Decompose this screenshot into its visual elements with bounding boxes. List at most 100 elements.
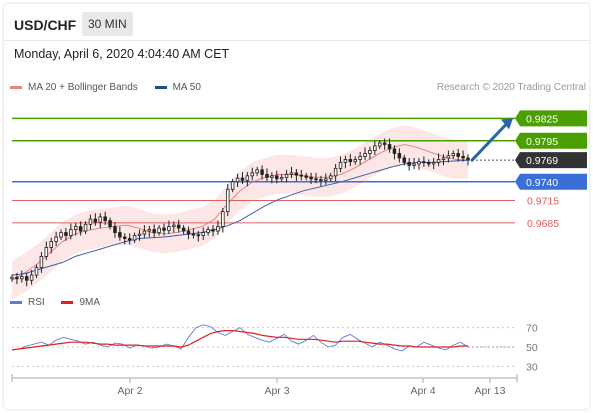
candle-body-up	[201, 232, 205, 236]
candle-body-up	[245, 175, 250, 181]
candle-body-down	[113, 226, 117, 233]
symbol-title: USD/CHF	[14, 17, 77, 33]
candle-body-down	[176, 224, 181, 229]
candle	[172, 221, 176, 233]
candle-body-down	[392, 148, 397, 154]
candle-body-down	[152, 229, 156, 233]
candle	[338, 156, 343, 173]
candle	[64, 228, 68, 241]
candle-body-down	[422, 161, 426, 164]
candle-body-down	[240, 177, 245, 181]
candle	[250, 167, 255, 181]
candle	[260, 165, 264, 180]
legend-label-ma20: MA 20 + Bollinger Bands	[28, 82, 138, 93]
candle	[196, 231, 201, 242]
candle-body-down	[211, 229, 215, 232]
candle	[230, 178, 235, 193]
candle-body-down	[191, 233, 196, 236]
candle	[69, 223, 73, 240]
candle	[275, 170, 279, 184]
candle	[39, 251, 44, 273]
candle-body-down	[127, 238, 132, 241]
rsi-series-9ma	[11, 330, 468, 351]
candle	[294, 169, 299, 182]
ma20-swatch	[10, 85, 22, 89]
candle-body-down	[456, 153, 460, 157]
candle-body-up	[221, 211, 225, 227]
x-axis-tick-label: Apr 3	[264, 385, 289, 397]
candle	[417, 157, 421, 170]
candle-body-up	[34, 267, 39, 276]
indicator-legend: MA 20 + Bollinger Bands MA 50	[10, 82, 215, 93]
level-tag-bg	[515, 110, 587, 127]
candle-body-up	[353, 159, 357, 163]
candle	[289, 166, 294, 179]
candle	[348, 154, 353, 167]
interval-badge[interactable]: 30 MIN	[82, 12, 133, 36]
candle-body-down	[162, 227, 166, 231]
candle	[328, 172, 333, 182]
legend-item-ma50: MA 50	[154, 82, 201, 93]
legend-item-9ma: 9MA	[61, 297, 100, 308]
candle-body-down	[387, 144, 392, 150]
candle	[118, 226, 122, 241]
candle-body-down	[402, 157, 407, 163]
candle-body-down	[186, 230, 191, 235]
candle-body-down	[265, 173, 269, 178]
candle-body-up	[431, 162, 436, 165]
candle	[309, 172, 313, 185]
candle-body-up	[54, 236, 58, 242]
candle	[162, 223, 166, 236]
candle	[427, 159, 431, 167]
candle-body-up	[230, 181, 235, 190]
candle	[24, 272, 29, 287]
candle-body-down	[397, 153, 402, 159]
level-tag-0.9740: 0.9740	[515, 173, 587, 190]
candle-body-up	[10, 276, 14, 280]
candle-body-down	[260, 169, 264, 175]
level-label-0.9795: 0.9795	[526, 136, 558, 148]
candle-body-up	[142, 230, 147, 235]
candle-body-down	[93, 218, 98, 223]
candle-body-up	[20, 276, 24, 280]
candle	[49, 237, 53, 254]
candle	[431, 157, 436, 170]
candle-body-up	[338, 162, 343, 169]
candle-body-up	[250, 172, 255, 177]
forecast-arrow-shaft	[470, 121, 509, 162]
candle-body-up	[59, 232, 63, 238]
candle	[304, 172, 308, 181]
candle	[333, 163, 338, 182]
candle	[108, 217, 112, 230]
candle	[123, 233, 127, 245]
candle-body-up	[343, 159, 348, 163]
candle-body-up	[83, 223, 88, 232]
candle	[284, 169, 289, 183]
x-axis-tick-label: Apr 4	[410, 385, 435, 397]
candle-body-down	[319, 179, 323, 181]
candle-body-up	[206, 229, 210, 233]
candle-body-up	[147, 229, 152, 232]
ma50-line	[11, 159, 469, 276]
legend-item-ma20: MA 20 + Bollinger Bands	[10, 82, 138, 93]
candle	[279, 174, 284, 182]
candle-body-up	[132, 235, 137, 241]
candle-body-down	[181, 227, 186, 232]
candle	[167, 220, 171, 235]
candle	[422, 156, 426, 167]
candle-body-up	[358, 156, 362, 160]
candle	[397, 148, 402, 163]
rsi-tick-label: 70	[526, 323, 538, 335]
candle-body-up	[417, 161, 421, 165]
candle	[324, 173, 328, 185]
candle-body-up	[216, 226, 220, 232]
candle	[98, 213, 103, 229]
candle-body-up	[441, 157, 446, 160]
legend-item-rsi: RSI	[10, 297, 45, 308]
candle-body-up	[451, 153, 456, 157]
level-tag-bg	[515, 152, 587, 169]
ma9-swatch	[61, 300, 74, 304]
candle	[299, 169, 304, 181]
rsi-tick-label: 50	[526, 342, 538, 354]
